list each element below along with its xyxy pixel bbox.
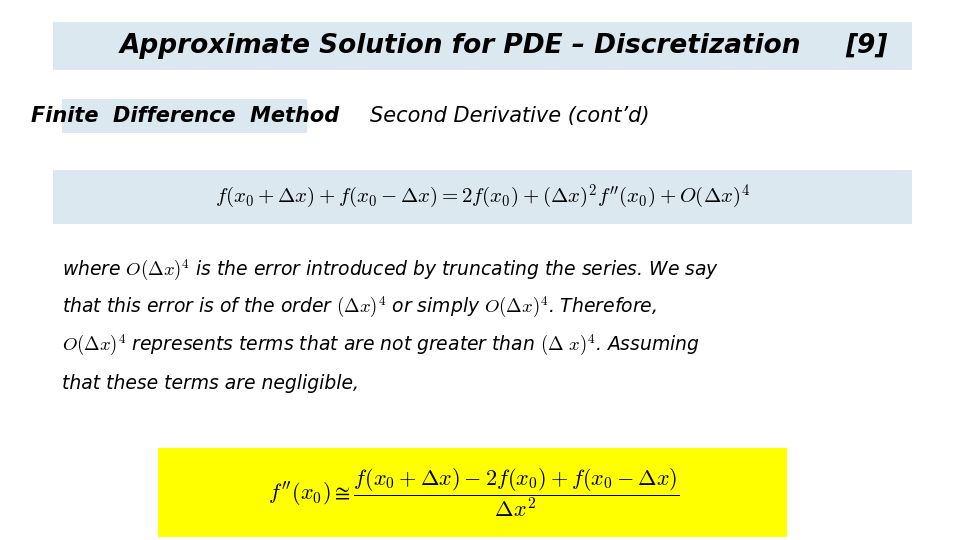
- Text: that these terms are negligible,: that these terms are negligible,: [62, 374, 359, 393]
- FancyBboxPatch shape: [62, 99, 307, 133]
- FancyBboxPatch shape: [158, 448, 787, 537]
- Text: $f(x_0 + \Delta x) + f(x_0 - \Delta x) = 2f(x_0) + (\Delta x)^2 f''(x_0) + O(\De: $f(x_0 + \Delta x) + f(x_0 - \Delta x) =…: [215, 183, 750, 211]
- FancyBboxPatch shape: [53, 22, 912, 70]
- Text: Approximate Solution for PDE – Discretization: Approximate Solution for PDE – Discretiz…: [120, 33, 802, 59]
- Text: $f''(x_0) \cong \dfrac{f(x_0 + \Delta x) - 2f(x_0) + f(x_0 - \Delta x)}{\Delta x: $f''(x_0) \cong \dfrac{f(x_0 + \Delta x)…: [268, 466, 679, 519]
- Text: that this error is of the order $(\Delta x)^4$ or simply $O(\Delta x)^4$. Theref: that this error is of the order $(\Delta…: [62, 295, 658, 320]
- FancyBboxPatch shape: [53, 170, 912, 224]
- Text: [9]: [9]: [846, 33, 888, 59]
- Text: Finite  Difference  Method: Finite Difference Method: [31, 106, 339, 126]
- Text: where $O(\Delta x)^4$ is the error introduced by truncating the series. We say: where $O(\Delta x)^4$ is the error intro…: [62, 258, 720, 282]
- Text: Second Derivative (cont’d): Second Derivative (cont’d): [370, 106, 649, 126]
- Text: $O(\Delta x)^4$ represents terms that are not greater than $( \Delta\ x)^4$. Ass: $O(\Delta x)^4$ represents terms that ar…: [62, 333, 700, 358]
